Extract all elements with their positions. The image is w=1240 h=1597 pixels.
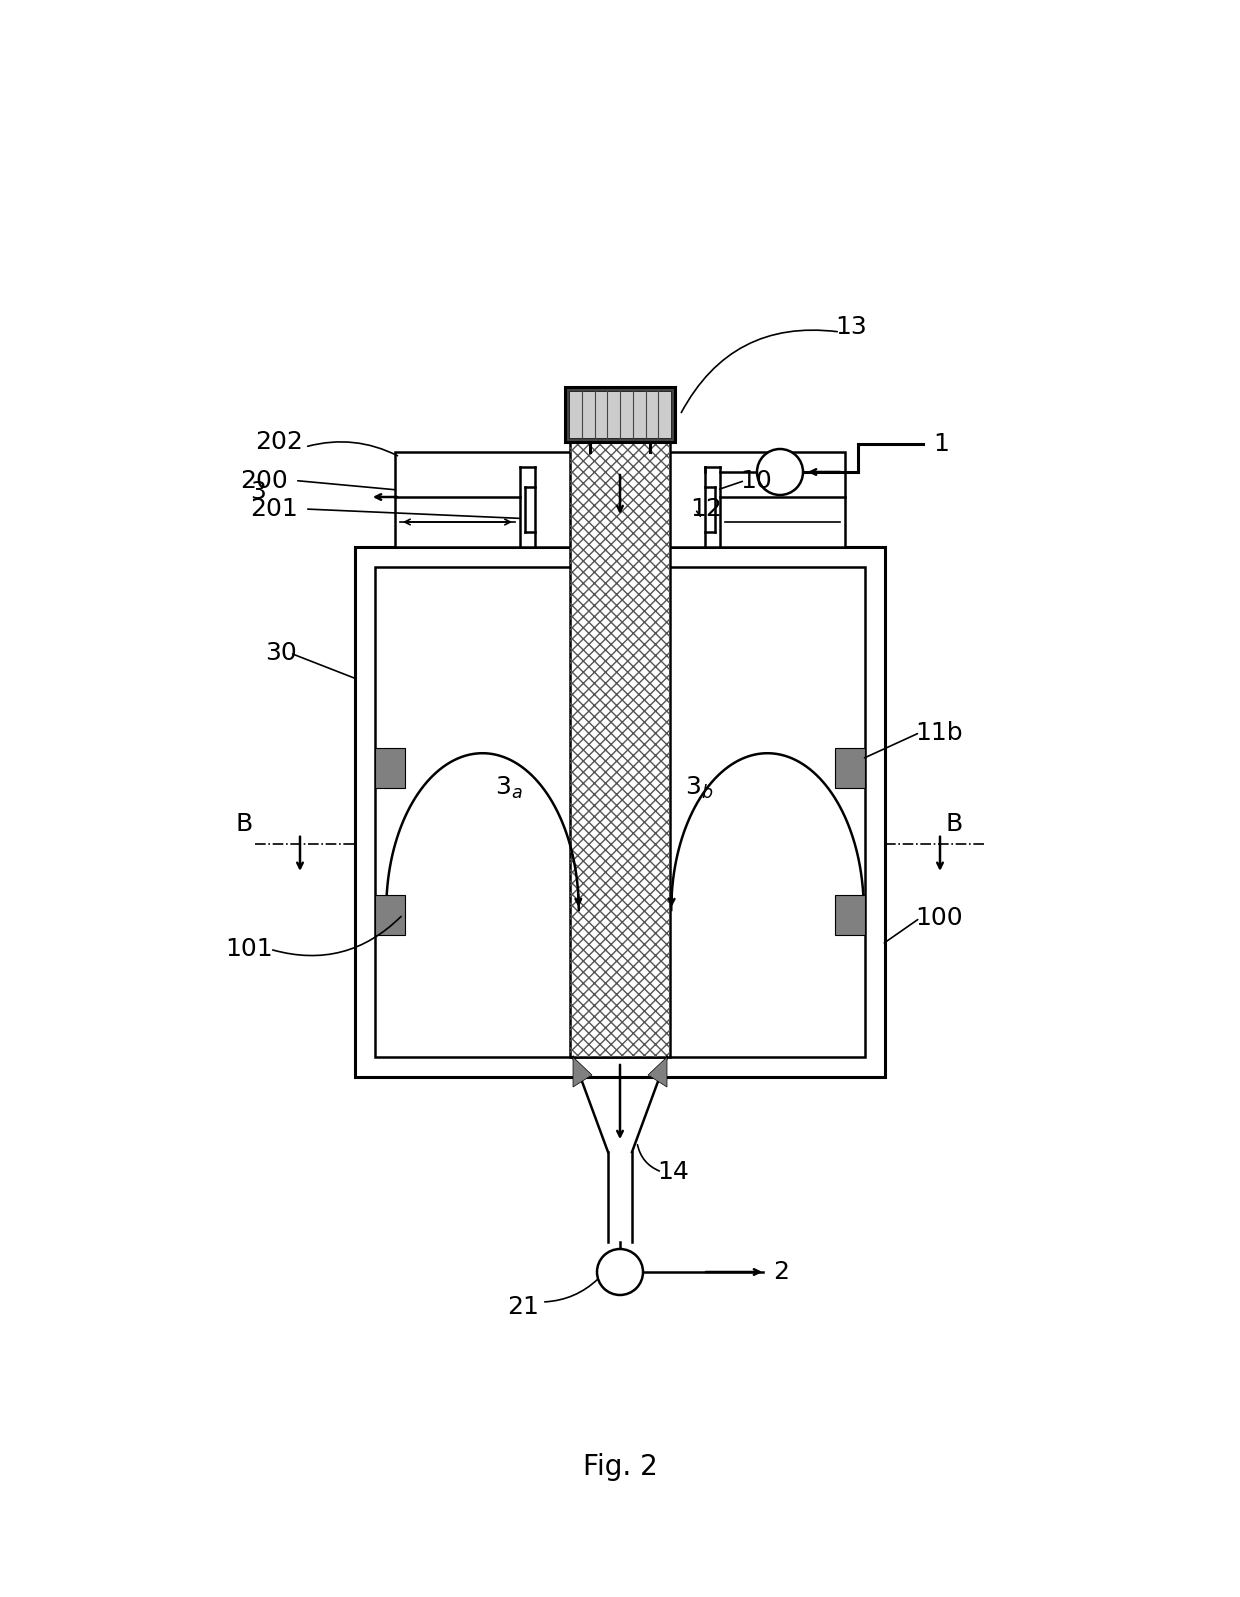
Bar (374, 894, 405, 934)
Text: 14: 14 (657, 1159, 689, 1183)
Text: 10: 10 (740, 468, 771, 492)
Bar (355, 548, 885, 1076)
Text: 21: 21 (507, 1295, 539, 1319)
Bar (570, 391, 670, 1057)
Text: 100: 100 (915, 905, 962, 929)
Polygon shape (649, 1057, 667, 1088)
Text: B: B (236, 811, 252, 835)
Bar (374, 747, 405, 787)
Bar (835, 894, 866, 934)
Text: Fig. 2: Fig. 2 (583, 1453, 657, 1480)
Text: 1: 1 (932, 433, 949, 457)
Text: 13: 13 (835, 315, 867, 339)
Circle shape (756, 449, 804, 495)
Bar (374, 567, 866, 1057)
Text: B: B (945, 811, 962, 835)
Text: 101: 101 (224, 937, 273, 961)
Text: 2: 2 (773, 1260, 789, 1284)
Bar (396, 452, 844, 548)
Text: 3: 3 (250, 481, 265, 505)
Bar (570, 391, 670, 1057)
Bar (569, 391, 671, 438)
Text: 12: 12 (689, 497, 722, 521)
Circle shape (596, 1249, 644, 1295)
Text: 11b: 11b (915, 720, 962, 744)
Polygon shape (573, 1057, 591, 1088)
Text: $3_b$: $3_b$ (684, 775, 713, 800)
Text: 202: 202 (255, 430, 303, 454)
Text: 200: 200 (241, 468, 288, 492)
Bar (835, 747, 866, 787)
Text: 30: 30 (265, 640, 296, 664)
Text: 201: 201 (250, 497, 298, 521)
Bar (565, 386, 675, 442)
Text: $3_a$: $3_a$ (495, 775, 523, 800)
